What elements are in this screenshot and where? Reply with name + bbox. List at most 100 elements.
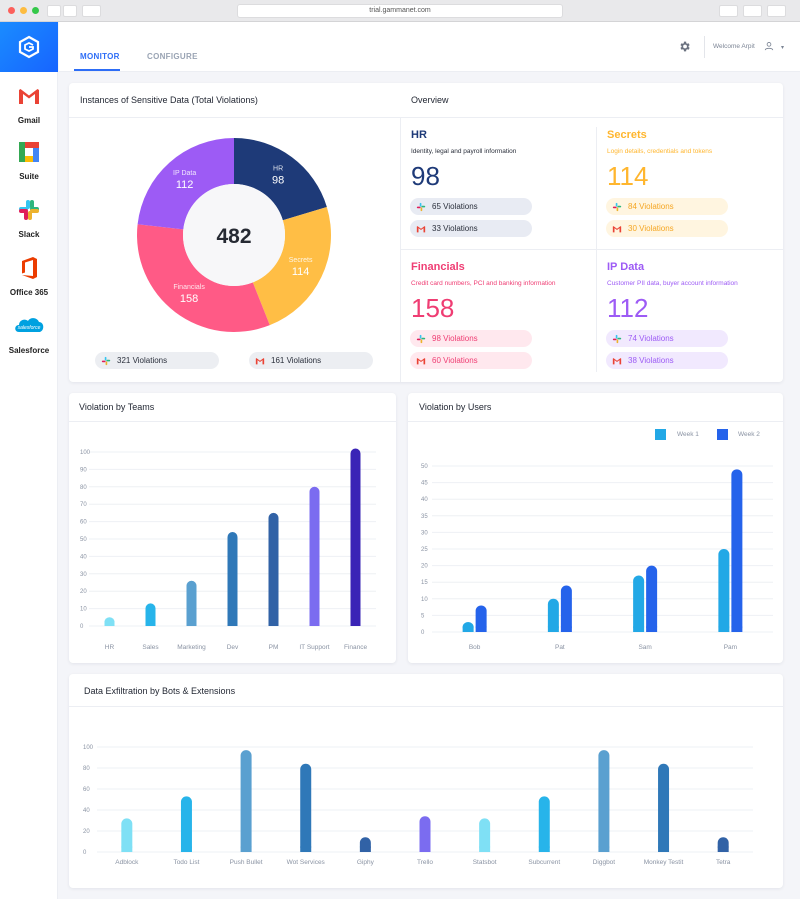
- pill-text: 38 Violations: [628, 356, 674, 365]
- y-tick-label: 5: [421, 613, 425, 619]
- bar-dev[interactable]: [227, 532, 238, 626]
- new-tab-button[interactable]: [743, 5, 762, 17]
- donut-slice-financials[interactable]: [137, 224, 270, 332]
- violation-by-users-title: Violation by Users: [419, 402, 492, 412]
- tabs-overview-button[interactable]: [767, 5, 786, 17]
- overview-category-desc: Identity, legal and payroll information: [411, 148, 517, 155]
- bar-trello[interactable]: [419, 816, 431, 852]
- x-tick-label: Giphy: [357, 859, 375, 866]
- bar-pat-week-1[interactable]: [547, 598, 559, 632]
- y-tick-label: 20: [80, 589, 87, 595]
- donut-slice-hr[interactable]: [234, 138, 327, 221]
- bar-monkey-testit[interactable]: [658, 763, 670, 852]
- user-icon[interactable]: [764, 41, 774, 51]
- sidebar-item-salesforce[interactable]: salesforce Salesforce: [0, 314, 58, 355]
- bar-base: [145, 621, 156, 626]
- x-tick-label: Tetra: [716, 859, 731, 866]
- card-divider: [69, 706, 783, 707]
- svg-text:salesforce: salesforce: [18, 325, 41, 331]
- tab-configure[interactable]: CONFIGURE: [147, 52, 198, 61]
- overview-secrets[interactable]: Secrets Login details, credentials and to…: [596, 117, 783, 249]
- y-tick-label: 30: [80, 572, 87, 578]
- donut-slice-value: 114: [292, 266, 310, 278]
- browser-chrome: trial.gammanet.com: [0, 0, 800, 22]
- bar-pm[interactable]: [268, 512, 279, 626]
- bar-pat-week-2[interactable]: [560, 585, 572, 632]
- sidebar-item-slack[interactable]: Slack: [0, 198, 58, 239]
- bots-extensions-chart: 0 20 40 60 80 100 Adblock Todo List Push Bullet W…: [83, 745, 753, 866]
- bar-base: [547, 626, 559, 632]
- bar-base: [633, 626, 645, 632]
- slack-icon: [19, 200, 39, 220]
- overview-financials[interactable]: Financials Credit card numbers, PCI and b…: [400, 249, 596, 382]
- minimize-window-icon[interactable]: [20, 7, 27, 14]
- card-divider: [69, 117, 783, 118]
- donut-slice-label: IP Data: [173, 170, 196, 177]
- sidebar-item-suite[interactable]: Suite: [0, 140, 58, 181]
- share-button[interactable]: [719, 5, 738, 17]
- tab-monitor[interactable]: MONITOR: [80, 52, 120, 61]
- donut-slice-secrets[interactable]: [252, 206, 331, 326]
- sidebar-item-gmail[interactable]: Gmail: [0, 84, 58, 125]
- overview-ip-data[interactable]: IP Data Customer PII data, buyer account …: [596, 249, 783, 382]
- donut-slice-value: 112: [176, 179, 194, 191]
- chevron-down-icon[interactable]: ▾: [781, 45, 785, 51]
- bar-sam-week-1[interactable]: [633, 575, 645, 632]
- y-tick-label: 0: [83, 850, 87, 856]
- pill-text: 98 Violations: [432, 334, 478, 343]
- forward-button[interactable]: [63, 5, 77, 17]
- pill-text: 33 Violations: [432, 224, 478, 233]
- bar-sam-week-2[interactable]: [646, 565, 658, 632]
- bar-diggbot[interactable]: [598, 750, 610, 852]
- y-tick-label: 100: [80, 450, 91, 456]
- bar-base: [462, 626, 474, 632]
- gear-icon[interactable]: [678, 40, 691, 53]
- bar-sales[interactable]: [145, 603, 156, 626]
- donut-slice-ip-data[interactable]: [137, 138, 234, 230]
- violation-by-teams-card: Violation by Teams 0 10 20 30 40 50 60 70 80 90 10…: [69, 393, 396, 663]
- bar-pam-week-2[interactable]: [731, 469, 743, 632]
- sidebar-toggle-button[interactable]: [82, 5, 101, 17]
- header: MONITOR CONFIGURE Welcome Arpit ▾: [59, 22, 800, 72]
- url-bar[interactable]: trial.gammanet.com: [237, 4, 563, 18]
- bar-it-support[interactable]: [309, 486, 320, 626]
- y-tick-label: 100: [83, 745, 94, 751]
- x-tick-label: Statsbot: [473, 859, 497, 866]
- gmail-violations-pill: 30 Violations: [606, 220, 728, 237]
- bar-marketing[interactable]: [186, 580, 197, 626]
- bar-base: [268, 621, 279, 626]
- bar-bob-week-2[interactable]: [475, 605, 487, 632]
- slack-violations-pill: 321 Violations: [95, 352, 219, 369]
- bar-base: [104, 621, 115, 626]
- overview-hr[interactable]: HR Identity, legal and payroll informatio…: [400, 117, 596, 249]
- bar-push-bullet[interactable]: [240, 750, 252, 852]
- bar-statsbot[interactable]: [479, 818, 491, 852]
- pill-text: 60 Violations: [432, 356, 478, 365]
- bar-base: [186, 621, 197, 626]
- overview-category-name: Financials: [411, 261, 465, 273]
- y-tick-label: 50: [80, 537, 87, 543]
- back-button[interactable]: [47, 5, 61, 17]
- bar-todo-list[interactable]: [180, 796, 192, 852]
- overview-divider: [400, 249, 783, 250]
- maximize-window-icon[interactable]: [32, 7, 39, 14]
- bar-base: [717, 846, 729, 852]
- sidebar-item-office365[interactable]: Office 365: [0, 256, 58, 297]
- overview-category-name: HR: [411, 129, 427, 141]
- card-divider: [69, 421, 396, 422]
- bar-adblock[interactable]: [121, 818, 133, 852]
- bar-wot-services[interactable]: [300, 763, 312, 852]
- donut-total: 482: [216, 225, 251, 248]
- y-tick-label: 80: [80, 485, 87, 491]
- pill-text: 321 Violations: [117, 356, 168, 365]
- x-tick-label: Todo List: [173, 859, 199, 866]
- x-tick-label: Dev: [227, 644, 239, 651]
- gammanet-logo[interactable]: [0, 22, 58, 72]
- bar-finance[interactable]: [350, 448, 361, 626]
- sidebar-item-label: Slack: [18, 230, 40, 239]
- slack-icon: [415, 333, 426, 344]
- close-window-icon[interactable]: [8, 7, 15, 14]
- bar-pam-week-1[interactable]: [718, 549, 730, 632]
- x-tick-label: Trello: [417, 859, 433, 866]
- bar-subcurrent[interactable]: [538, 796, 550, 852]
